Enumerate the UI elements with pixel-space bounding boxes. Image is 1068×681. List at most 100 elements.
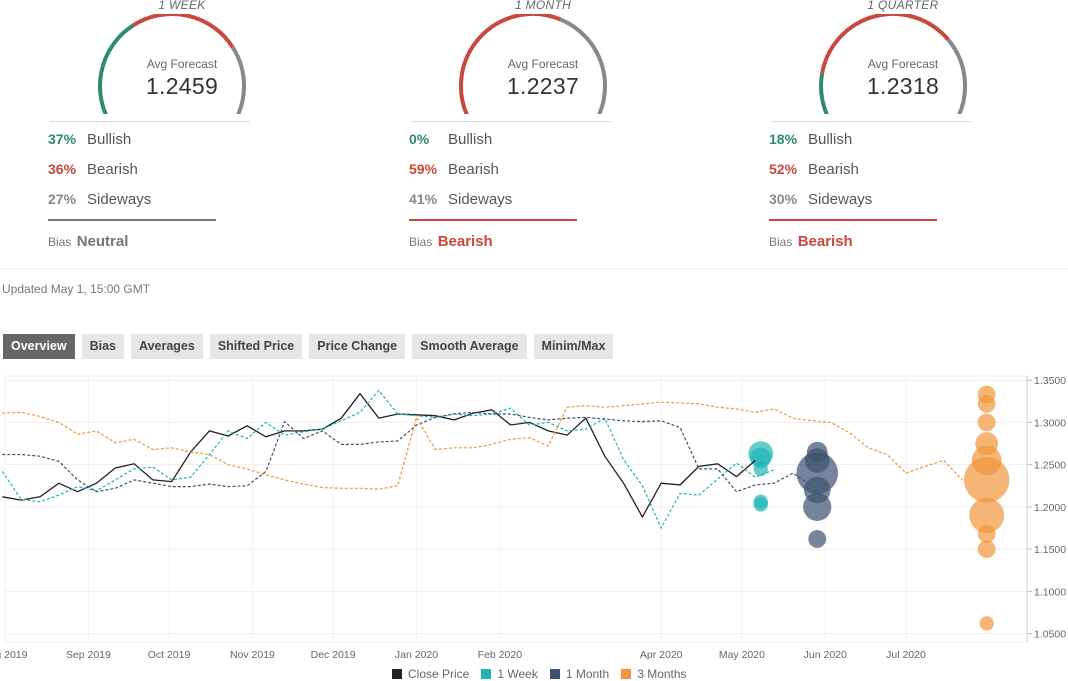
bearish-percent: 59% [409, 161, 438, 177]
y-tick-label: 1.2000 [1034, 502, 1066, 514]
bias: Bias Neutral [48, 233, 128, 250]
x-tick-label: Apr 2020 [640, 649, 683, 661]
forecast-chart: 1.3500 1.3000 1.2500 1.2000 1.1500 1.1000 1.05… [0, 375, 1066, 661]
tab-overview[interactable]: Overview [3, 334, 75, 359]
legend-swatch [481, 669, 492, 679]
bias-underline [769, 219, 937, 221]
avg-forecast-label: Avg Forecast [867, 57, 939, 71]
x-tick-label: Aug 2019 [0, 649, 28, 661]
bullish-label: Bullish [448, 131, 493, 148]
forecast-bubble[interactable] [963, 457, 1010, 503]
bearish-row: 52% Bearish [769, 161, 859, 178]
panel-separator [50, 121, 250, 122]
bearish-label: Bearish [808, 161, 859, 178]
legend-item-3-months[interactable]: 3 Months [621, 667, 687, 681]
sideways-label: Sideways [808, 191, 873, 208]
sideways-row: 27% Sideways [48, 191, 151, 208]
sideways-percent: 30% [769, 191, 798, 207]
tab-shifted-price[interactable]: Shifted Price [209, 334, 303, 359]
forecast-bubble[interactable] [977, 413, 996, 432]
bullish-label: Bullish [87, 131, 132, 148]
series-line-close-price[interactable] [2, 392, 756, 519]
bullish-percent: 0% [409, 131, 430, 147]
forecast-bubble[interactable] [979, 616, 994, 631]
legend-label: 1 Week [497, 667, 538, 681]
gauge-segment-bearish [459, 14, 562, 114]
forecast-bubble[interactable] [808, 530, 827, 548]
chart-legend: Close Price 1 Week 1 Month 3 Months [392, 667, 687, 681]
avg-forecast-value: 1.2459 [145, 73, 219, 99]
tab-smooth-average[interactable]: Smooth Average [412, 334, 527, 359]
tab-minim-max[interactable]: Minim/Max [533, 334, 614, 359]
panel-period: 1 MONTH [514, 0, 572, 12]
bias: Bias Bearish [409, 233, 493, 250]
forecast-bubble[interactable] [977, 540, 996, 559]
sentiment-gauge [98, 14, 246, 114]
plot-area [4, 375, 1028, 643]
y-tick-label: 1.3000 [1034, 417, 1066, 429]
y-tick-label: 1.0500 [1034, 629, 1066, 641]
sentiment-gauge [459, 14, 607, 114]
sideways-percent: 41% [409, 191, 438, 207]
gauge-segment-bullish [819, 73, 829, 114]
bearish-percent: 36% [48, 161, 77, 177]
y-tick-label: 1.3500 [1034, 375, 1066, 387]
bullish-label: Bullish [808, 131, 853, 148]
x-tick-label: Jun 2020 [804, 649, 847, 661]
series-line-3-months[interactable] [2, 401, 963, 490]
legend-label: 1 Month [565, 667, 610, 681]
forecast-bubble[interactable] [977, 394, 996, 413]
updated-timestamp: Updated May 1, 15:00 GMT [2, 282, 151, 296]
x-tick-label: Nov 2019 [230, 649, 275, 661]
forecast-bubble[interactable] [753, 461, 768, 477]
chart-tabs: Overview Bias Averages Shifted Price Pri… [3, 334, 614, 359]
panel-separator [771, 121, 971, 122]
x-tick-label: Jan 2020 [395, 649, 438, 661]
sideways-row: 41% Sideways [409, 191, 512, 208]
sideways-percent: 27% [48, 191, 77, 207]
series-line-1-week[interactable] [1, 389, 775, 530]
tab-price-change[interactable]: Price Change [309, 334, 406, 359]
bullish-row: 0% Bullish [409, 131, 492, 148]
x-tick-label: Sep 2019 [66, 649, 111, 661]
x-tick-label: Jul 2020 [886, 649, 926, 661]
bias-value: Neutral [76, 233, 129, 250]
forecast-bubble[interactable] [977, 525, 996, 543]
bias-value: Bearish [797, 233, 853, 250]
y-tick-label: 1.1500 [1034, 544, 1066, 556]
x-tick-label: May 2020 [719, 649, 765, 661]
legend-item-close-price[interactable]: Close Price [392, 667, 469, 681]
forecast-bubble[interactable] [969, 497, 1005, 533]
x-tick-label: Oct 2019 [148, 649, 191, 661]
section-divider [0, 268, 1068, 269]
bearish-label: Bearish [87, 161, 138, 178]
bullish-percent: 37% [48, 131, 77, 147]
bias-label: Bias [769, 235, 793, 249]
forecast-bubble[interactable] [750, 447, 772, 469]
avg-forecast-value: 1.2318 [866, 73, 940, 99]
avg-forecast-value: 1.2237 [506, 73, 580, 99]
gauge-segment-bullish [98, 23, 135, 114]
forecast-bubble[interactable] [803, 492, 832, 521]
bullish-row: 37% Bullish [48, 131, 131, 148]
tab-averages[interactable]: Averages [131, 334, 203, 359]
y-tick-label: 1.1000 [1034, 586, 1066, 598]
legend-item-1-month[interactable]: 1 Month [549, 667, 610, 681]
gauge-segment-sideways [946, 38, 967, 114]
bearish-row: 59% Bearish [409, 161, 499, 178]
tab-bias[interactable]: Bias [81, 334, 124, 359]
x-tick-label: Dec 2019 [311, 649, 356, 661]
legend-swatch [392, 669, 402, 679]
panel-separator [411, 121, 611, 122]
gauge-segment-sideways [559, 17, 607, 114]
gauge-segment-bearish [132, 14, 235, 49]
y-tick-label: 1.2500 [1034, 460, 1066, 472]
legend-swatch [549, 669, 560, 679]
bearish-percent: 52% [769, 161, 798, 177]
x-tick-label: Feb 2020 [478, 649, 523, 661]
legend-swatch [621, 669, 632, 679]
legend-item-1-week[interactable]: 1 Week [481, 667, 538, 681]
bias-label: Bias [409, 235, 433, 249]
forecast-bubble[interactable] [753, 497, 768, 512]
series-line-1-month[interactable] [2, 411, 813, 493]
